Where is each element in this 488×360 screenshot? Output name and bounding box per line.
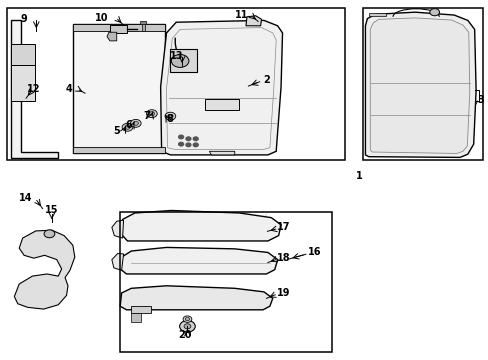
Polygon shape [209,151,234,155]
Text: 20: 20 [178,330,191,340]
Circle shape [193,137,198,140]
Text: 8: 8 [165,114,172,124]
Polygon shape [112,220,123,238]
Text: 9: 9 [20,14,27,24]
Circle shape [178,142,183,146]
Circle shape [130,120,141,127]
Bar [6,8,345,160]
Bar [205,99,238,110]
Circle shape [185,137,190,140]
Bar [120,212,331,352]
Circle shape [124,125,130,129]
Circle shape [167,114,173,118]
Text: 13: 13 [169,50,183,60]
Circle shape [183,316,191,322]
Polygon shape [120,247,277,274]
Bar [73,24,164,31]
Polygon shape [365,12,475,157]
Bar [170,49,197,72]
Text: 18: 18 [276,253,290,263]
Polygon shape [245,16,261,26]
Circle shape [122,123,133,131]
Polygon shape [14,230,75,309]
Polygon shape [120,286,272,310]
Bar [368,13,385,17]
Bar [140,22,146,24]
Circle shape [185,143,190,147]
Text: 11: 11 [234,10,248,20]
Polygon shape [112,253,123,270]
Text: 1: 1 [355,171,362,181]
Circle shape [171,54,188,67]
Text: 3: 3 [477,95,484,105]
Bar [73,147,164,153]
Text: 17: 17 [276,222,290,232]
Text: 16: 16 [307,247,320,257]
Text: 12: 12 [27,84,41,94]
Polygon shape [107,32,117,41]
Circle shape [146,110,157,118]
Circle shape [179,320,195,332]
Circle shape [185,318,189,321]
Bar [11,44,35,65]
Text: 2: 2 [263,75,269,85]
Text: 14: 14 [19,193,33,203]
Circle shape [193,143,198,147]
Bar [142,23,144,31]
Bar [131,313,141,321]
Polygon shape [122,211,281,241]
Text: 6: 6 [125,121,132,130]
Circle shape [149,112,154,116]
Text: 4: 4 [65,84,72,94]
Text: 5: 5 [113,126,120,136]
Bar [110,25,127,33]
Circle shape [178,135,183,139]
Circle shape [44,230,55,238]
Polygon shape [11,21,58,158]
Circle shape [429,9,439,16]
Circle shape [164,112,175,120]
Polygon shape [160,21,282,155]
Circle shape [183,324,190,329]
Text: 19: 19 [276,288,290,298]
Bar [362,8,483,160]
Polygon shape [369,18,469,153]
Bar [73,24,164,153]
Text: 10: 10 [95,13,109,23]
Text: 15: 15 [45,206,59,216]
Bar [11,65,35,101]
Bar [131,306,151,314]
Text: 7: 7 [143,111,150,121]
Circle shape [133,121,138,125]
